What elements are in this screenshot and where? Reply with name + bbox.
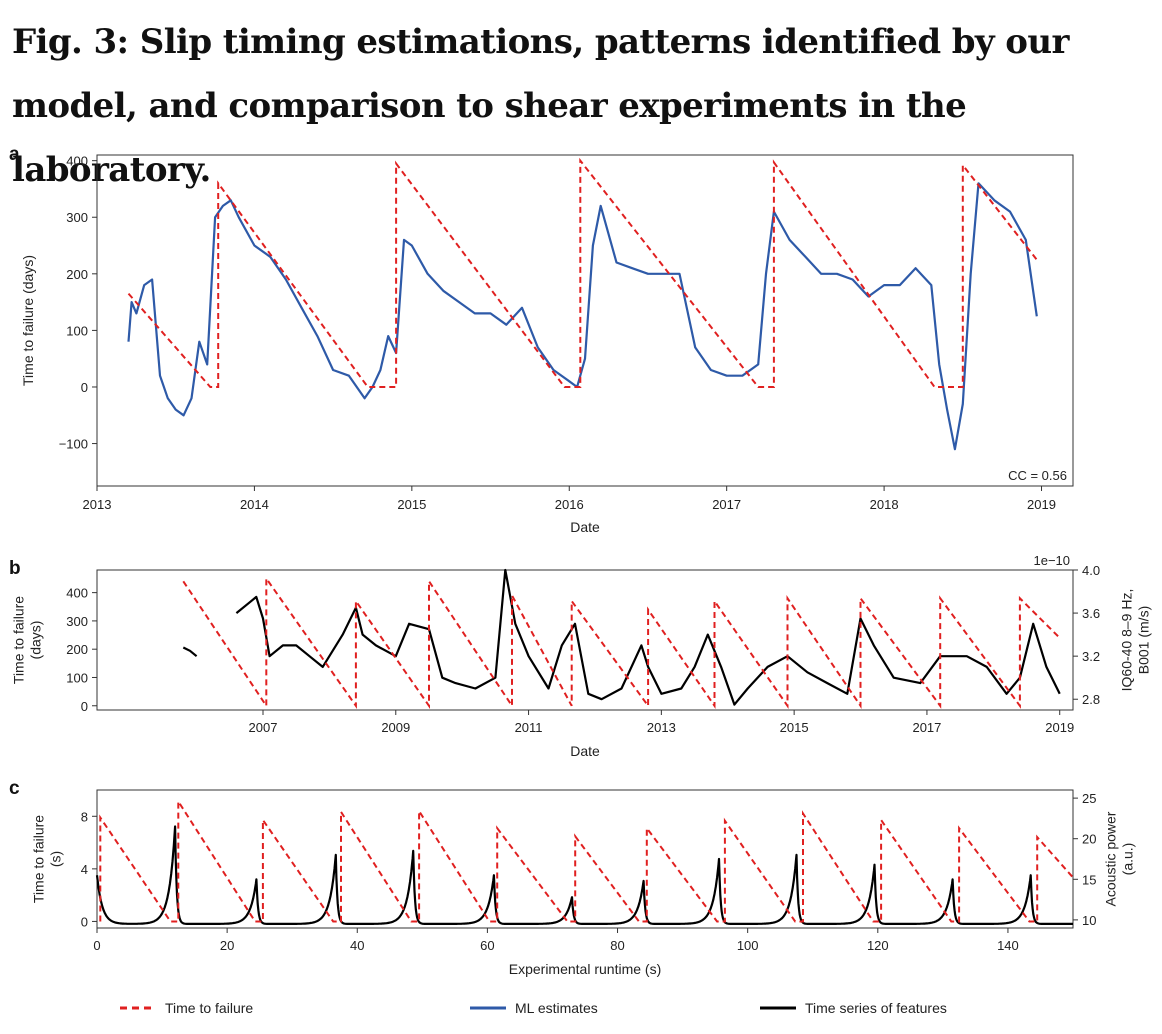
- panel-b-ylabel-right: IQ60-40 8–9 Hz,B001 (m/s): [1119, 589, 1152, 692]
- panel-b-xtick-label: 2011: [515, 720, 543, 735]
- panel-c-xtick-label: 0: [93, 938, 100, 953]
- panel-b-xlabel: Date: [570, 743, 600, 759]
- panel-b-scale-label: 1e−10: [1033, 553, 1070, 568]
- panel-c-xlabel: Experimental runtime (s): [509, 961, 662, 977]
- panel-b-ytick-label: 400: [66, 586, 88, 601]
- panel-c-ytick-label: 4: [81, 862, 88, 877]
- panel-b-ytick-label: 100: [66, 670, 88, 685]
- panel-a-time-to-failure-line: [127, 157, 1038, 388]
- panel-a-ytick-label: 400: [66, 154, 88, 169]
- panel-c-ytick-right-label: 10: [1082, 913, 1096, 928]
- panel-a-ytick-label: 0: [81, 380, 88, 395]
- panel-a-letter: a: [9, 144, 20, 165]
- panel-a-xtick-label: 2014: [240, 497, 269, 512]
- panel-a-xtick-label: 2016: [555, 497, 584, 512]
- panel-a-xlabel: Date: [570, 519, 600, 535]
- panel-b-ylabel: Time to failure(days): [11, 596, 44, 684]
- panel-a-xtick-label: 2018: [870, 497, 899, 512]
- panel-b-ytick-right-label: 3.2: [1082, 649, 1100, 664]
- legend-label-0: Time to failure: [165, 1000, 253, 1016]
- panel-c-xtick-label: 20: [220, 938, 234, 953]
- panel-c-ytick-right-label: 25: [1082, 791, 1096, 806]
- panel-c-xtick-label: 80: [610, 938, 624, 953]
- panel-c-xtick-label: 40: [350, 938, 364, 953]
- panel-c-ylabel: Time to failure(s): [31, 815, 64, 903]
- panel-c-xtick-label: 60: [480, 938, 494, 953]
- panel-b-ytick-label: 300: [66, 614, 88, 629]
- panel-b-xtick-label: 2009: [381, 720, 410, 735]
- panel-b-xtick-label: 2019: [1045, 720, 1074, 735]
- legend-label-1: ML estimates: [515, 1000, 598, 1016]
- panel-c-time-to-failure-line: [99, 797, 1074, 923]
- panel-a-xtick-label: 2017: [712, 497, 741, 512]
- panel-c-frame: [96, 789, 1074, 929]
- panel-a-ylabel: Time to failure (days): [20, 255, 36, 386]
- panel-b-xtick-label: 2015: [780, 720, 809, 735]
- panel-b-time-to-failure-line: [182, 575, 1061, 710]
- panel-a-ytick-label: −100: [59, 437, 88, 452]
- panel-b-ytick-label: 200: [66, 642, 88, 657]
- panel-c-xtick-label: 100: [737, 938, 759, 953]
- panel-c-ytick-right-label: 15: [1082, 872, 1096, 887]
- panel-c-xtick-label: 120: [867, 938, 889, 953]
- panel-c-ytick-label: 8: [81, 809, 88, 824]
- panel-b-ytick-label: 0: [81, 699, 88, 714]
- panel-b-ytick-right-label: 4.0: [1082, 563, 1100, 578]
- panel-c-letter: c: [9, 778, 20, 799]
- panel-b-ytick-right-label: 3.6: [1082, 606, 1100, 621]
- panel-a-xtick-label: 2015: [397, 497, 426, 512]
- panel-c-xtick-label: 140: [997, 938, 1019, 953]
- panel-b-ytick-right-label: 2.8: [1082, 692, 1100, 707]
- panel-a-ytick-label: 100: [66, 323, 88, 338]
- figure-title: Fig. 3: Slip timing estimations, pattern…: [12, 22, 1069, 190]
- panel-a-ml-estimates-line: [127, 182, 1038, 451]
- panel-c-ytick-right-label: 20: [1082, 832, 1096, 847]
- panel-a-xtick-label: 2019: [1027, 497, 1056, 512]
- legend-label-2: Time series of features: [805, 1000, 947, 1016]
- panel-b-xtick-label: 2013: [647, 720, 676, 735]
- panel-a-cc-annotation: CC = 0.56: [1008, 468, 1067, 483]
- panel-b-features-line: [182, 568, 1061, 706]
- panel-a-ytick-label: 300: [66, 210, 88, 225]
- panel-a-xtick-label: 2013: [83, 497, 112, 512]
- panel-b-xtick-label: 2017: [912, 720, 941, 735]
- panel-a-frame: [96, 154, 1074, 487]
- panel-c-ylabel-right: Acoustic power(a.u.): [1103, 811, 1136, 906]
- panel-c-features-line: [95, 825, 1074, 925]
- panel-a-ytick-label: 200: [66, 267, 88, 282]
- panel-b-xtick-label: 2007: [249, 720, 278, 735]
- panel-b-letter: b: [9, 558, 21, 579]
- panel-c-ytick-label: 0: [81, 914, 88, 929]
- panel-b-frame: [96, 569, 1074, 711]
